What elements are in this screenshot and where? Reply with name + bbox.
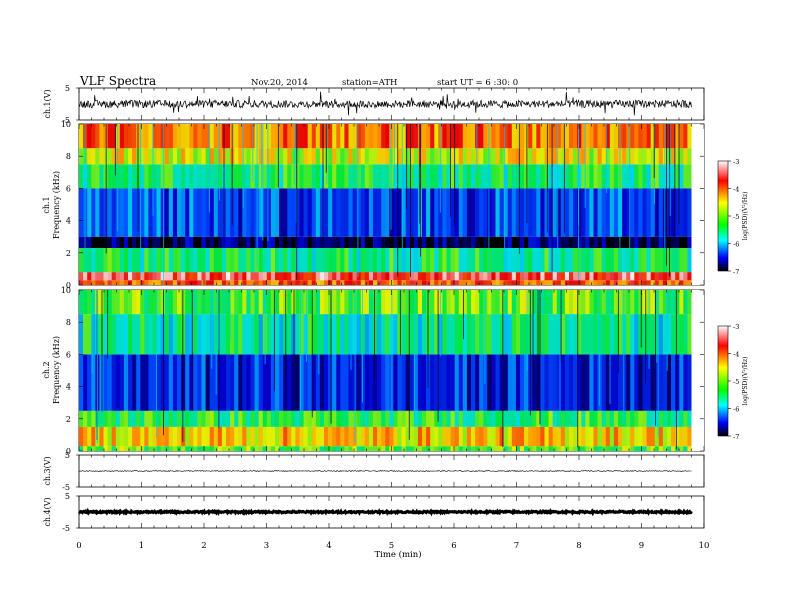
- ch1-waveform-trace: [78, 91, 692, 116]
- y-tick-label: 6: [66, 350, 71, 359]
- colorbar-tick-label: -6: [733, 406, 739, 414]
- x-tick-label: 2: [201, 541, 206, 551]
- y-tick-label: 4: [66, 383, 71, 392]
- colorbar-tick-label: -7: [733, 433, 739, 441]
- colorbar-tick-label: -3: [733, 158, 739, 166]
- y-tick-label: -5: [62, 483, 70, 492]
- ch4-wave-ylabel: ch.4(V): [43, 497, 52, 526]
- start-time-label: start UT = 6 :30: 0: [437, 78, 518, 88]
- y-tick-label: 10: [61, 286, 71, 295]
- ch2-spec-ylabel: ch.2: [42, 361, 51, 378]
- x-tick-label: 7: [514, 541, 519, 551]
- y-tick-label: 6: [66, 184, 71, 193]
- y-tick-label: 5: [65, 492, 70, 501]
- ch3-waveform-trace: [78, 469, 692, 473]
- y-tick-label: 8: [66, 152, 71, 161]
- y-tick-label: 10: [61, 120, 71, 129]
- y-tick-label: 5: [65, 84, 70, 93]
- y-tick-label: 4: [66, 217, 71, 226]
- y-tick-label: -5: [62, 116, 70, 125]
- colorbar-tick-label: -7: [733, 268, 739, 276]
- y-tick-label: 5: [65, 451, 70, 460]
- ch2-spec-ylabel-frequency: Frequency (kHz): [52, 336, 61, 404]
- ch1-spec-ylabel: ch.1: [42, 196, 51, 213]
- ch2-colorbar-label: log(PSD)(V²/Hz): [742, 357, 749, 406]
- ch1-spec-ylabel-frequency: Frequency (kHz): [52, 171, 61, 239]
- x-tick-label: 6: [451, 541, 456, 551]
- ch4-waveform-trace: [77, 507, 693, 517]
- date-label: Nov.20, 2014: [251, 78, 308, 88]
- colorbar-tick-label: -5: [733, 378, 739, 386]
- y-tick-label: 0: [66, 281, 71, 290]
- colorbar-tick-label: -4: [733, 351, 739, 359]
- x-axis-label: Time (min): [374, 549, 421, 560]
- colorbar-tick-label: -5: [733, 213, 739, 221]
- x-tick-label: 9: [639, 541, 644, 551]
- colorbar-tick-label: -3: [733, 323, 739, 331]
- y-tick-label: 2: [66, 249, 71, 258]
- x-tick-label: 1: [139, 541, 144, 551]
- ch1-colorbar-label: log(PSD)(V²/Hz): [742, 192, 749, 241]
- station-label: station=ATH: [342, 78, 397, 88]
- ch1-spectrogram: [79, 124, 704, 285]
- y-tick-label: 2: [66, 415, 71, 424]
- x-tick-label: 0: [76, 541, 81, 551]
- y-tick-label: -5: [62, 524, 70, 533]
- y-tick-label: 0: [66, 447, 71, 456]
- x-tick-label: 10: [699, 541, 710, 551]
- x-tick-label: 8: [576, 541, 581, 551]
- ch2-spectrogram: [79, 290, 704, 451]
- colorbar-tick-label: -4: [733, 186, 739, 194]
- ch3-wave-ylabel: ch.3(V): [43, 456, 52, 485]
- x-tick-label: 4: [326, 541, 331, 551]
- ch1-wave-ylabel: ch.1(V): [43, 89, 52, 118]
- colorbar-tick-label: -6: [733, 241, 739, 249]
- x-tick-label: 3: [264, 541, 269, 551]
- y-tick-label: 8: [66, 318, 71, 327]
- x-tick-label: 5: [389, 541, 394, 551]
- figure-title: VLF Spectra: [79, 74, 156, 88]
